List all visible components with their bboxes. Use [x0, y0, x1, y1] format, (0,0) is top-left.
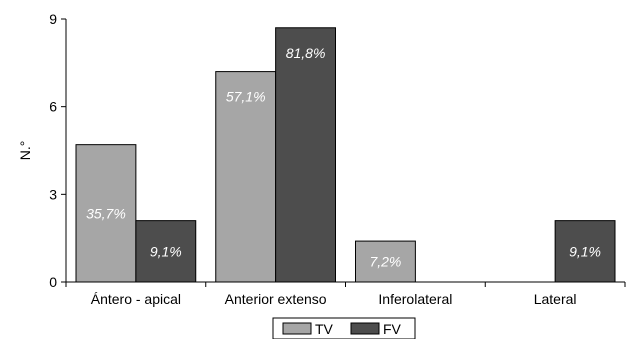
y-tick-label: 3	[49, 186, 57, 202]
legend: TV FV	[272, 317, 416, 339]
y-tick-label: 9	[49, 11, 57, 27]
data-label: 9,1%	[150, 243, 182, 259]
data-label: 57,1%	[226, 89, 266, 105]
data-label: 7,2%	[369, 254, 401, 270]
x-axis: Ántero - apical Anterior extenso Inferolat…	[65, 281, 626, 307]
bar-fv	[135, 220, 197, 283]
data-label: 9,1%	[569, 243, 601, 259]
x-category-label: Inferolateral	[378, 291, 452, 307]
bar-tv	[75, 144, 137, 283]
legend-swatch-tv	[282, 322, 312, 335]
legend-label: TV	[315, 321, 334, 337]
data-label: 35,7%	[86, 205, 126, 221]
y-tick-label: 0	[49, 274, 57, 290]
bars: 35,7% 57,1% 7,2% 9,1% 81,8% 9,1%	[75, 27, 616, 283]
y-axis-label: N.°	[17, 141, 33, 161]
y-axis: 0 3 6 9	[49, 11, 67, 290]
x-category-label: Lateral	[534, 291, 577, 307]
bar-tv	[355, 240, 416, 283]
legend-label: FV	[383, 321, 402, 337]
bar-fv	[275, 27, 336, 283]
y-tick-label: 6	[49, 99, 57, 115]
legend-swatch-fv	[350, 322, 380, 335]
bar-fv	[554, 220, 616, 283]
x-category-label: Anterior extenso	[225, 291, 327, 307]
data-label: 81,8%	[286, 45, 326, 61]
x-category-label: Ántero - apical	[91, 291, 181, 307]
